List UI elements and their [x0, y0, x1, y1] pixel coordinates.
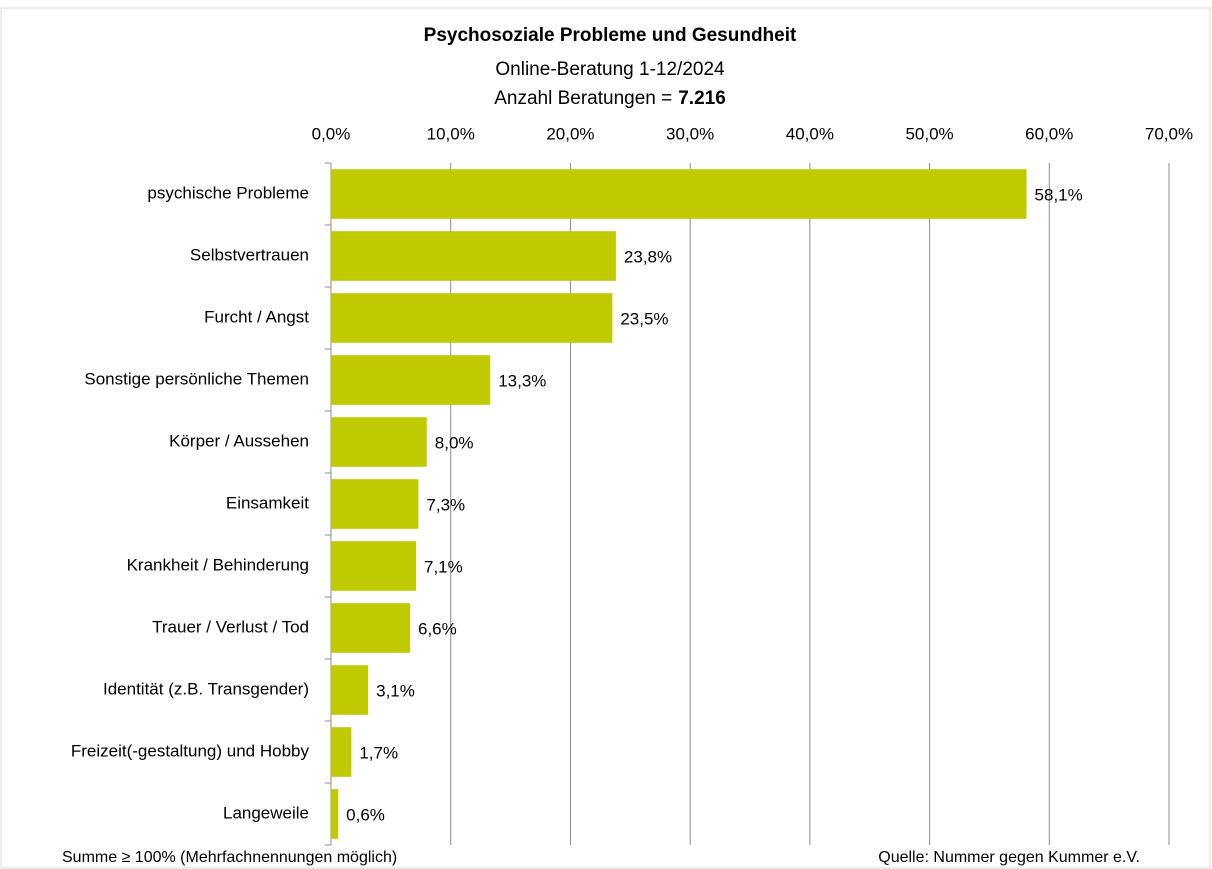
value-label: 58,1% — [1035, 185, 1083, 204]
bar — [331, 417, 427, 467]
x-tick-label: 30,0% — [666, 124, 714, 143]
bar — [331, 355, 491, 405]
note-left: Summe ≥ 100% (Mehrfachnennungen möglich) — [62, 849, 397, 866]
bar — [331, 479, 419, 529]
value-label: 23,5% — [620, 309, 668, 328]
y-tick-label: Langeweile — [223, 803, 309, 822]
y-tick-label: psychische Probleme — [147, 183, 309, 202]
bar — [331, 169, 1027, 219]
x-tick-label: 10,0% — [427, 124, 475, 143]
value-label: 13,3% — [498, 371, 546, 390]
y-tick-label: Freizeit(-gestaltung) und Hobby — [71, 741, 310, 760]
chart-subtitle: Online-Beratung 1-12/2024 — [495, 59, 725, 80]
y-tick-label: Selbstvertrauen — [190, 245, 309, 264]
chart-title: Psychosoziale Probleme und Gesundheit — [424, 25, 797, 46]
value-label: 7,1% — [424, 557, 463, 576]
x-tick-label: 0,0% — [312, 124, 351, 143]
bar — [331, 665, 369, 715]
count-line: Anzahl Beratungen = 7.216 — [494, 88, 726, 109]
y-tick-label: Trauer / Verlust / Tod — [152, 617, 309, 636]
value-label: 1,7% — [359, 743, 398, 762]
bar — [331, 231, 616, 281]
value-label: 23,8% — [624, 247, 672, 266]
chart-border — [0, 7, 1211, 869]
y-tick-label: Körper / Aussehen — [169, 431, 309, 450]
bar — [331, 603, 411, 653]
value-label: 6,6% — [418, 619, 457, 638]
bar — [331, 541, 416, 591]
y-tick-label: Einsamkeit — [226, 493, 309, 512]
bar — [331, 293, 613, 343]
value-label: 7,3% — [426, 495, 465, 514]
value-label: 8,0% — [435, 433, 474, 452]
y-tick-label: Krankheit / Behinderung — [127, 555, 309, 574]
count-value: 7.216 — [678, 88, 726, 109]
y-tick-label: Sonstige persönliche Themen — [84, 369, 309, 388]
y-tick-label: Furcht / Angst — [204, 307, 309, 326]
x-tick-label: 20,0% — [546, 124, 594, 143]
x-tick-label: 60,0% — [1025, 124, 1073, 143]
x-tick-label: 70,0% — [1145, 124, 1193, 143]
bar — [331, 789, 339, 839]
value-label: 3,1% — [376, 681, 415, 700]
note-right: Quelle: Nummer gegen Kummer e.V. — [878, 849, 1140, 866]
y-tick-label: Identität (z.B. Transgender) — [103, 679, 309, 698]
x-tick-label: 40,0% — [786, 124, 834, 143]
bar — [331, 727, 352, 777]
value-label: 0,6% — [346, 805, 385, 824]
x-tick-label: 50,0% — [905, 124, 953, 143]
count-label: Anzahl Beratungen = — [494, 88, 672, 109]
